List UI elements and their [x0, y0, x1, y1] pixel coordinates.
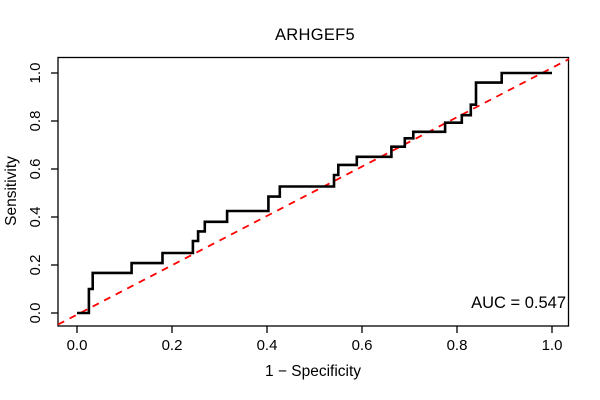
plot-title: ARHGEF5 [275, 26, 355, 44]
x-tick-label: 0.0 [67, 337, 88, 354]
x-axis-label: 1 − Specificity [265, 363, 361, 380]
x-tick-label: 0.2 [162, 337, 183, 354]
y-tick-label: 0.6 [27, 159, 44, 180]
y-tick-label: 0.0 [27, 303, 44, 324]
x-axis-ticks: 0.0 0.2 0.4 0.6 0.8 1.0 [67, 326, 563, 354]
y-tick-label: 1.0 [27, 63, 44, 84]
y-axis-label: Sensitivity [3, 156, 20, 226]
x-tick-label: 1.0 [542, 337, 563, 354]
y-axis-ticks: 0.0 0.2 0.4 0.6 0.8 1.0 [27, 63, 58, 324]
y-tick-label: 0.8 [27, 111, 44, 132]
y-tick-label: 0.2 [27, 255, 44, 276]
plot-border-box [57, 56, 570, 327]
x-tick-label: 0.4 [257, 337, 278, 354]
roc-curve-line [77, 71, 552, 315]
chance-diagonal-line [57, 58, 570, 326]
x-tick-label: 0.8 [447, 337, 468, 354]
y-tick-label: 0.4 [27, 207, 44, 228]
auc-label: AUC = 0.547 [471, 294, 566, 312]
x-tick-label: 0.6 [352, 337, 373, 354]
